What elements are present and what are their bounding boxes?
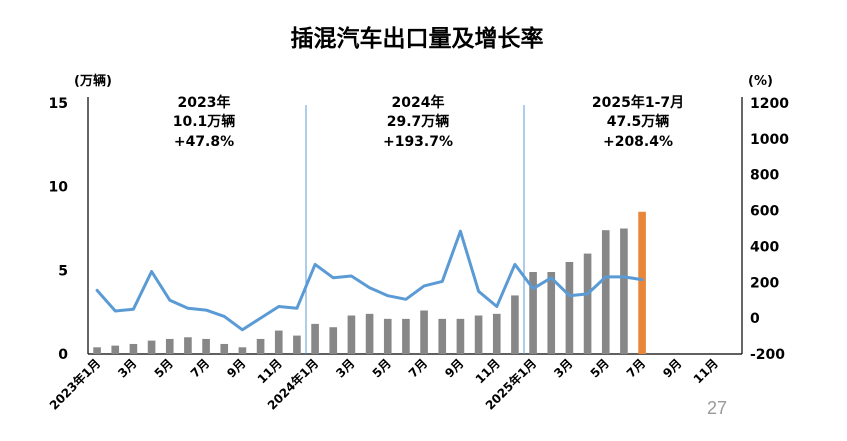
volume-bar <box>147 340 156 354</box>
annotation-year: 2025年1-7月 <box>592 94 684 111</box>
x-tick-label: 3月 <box>551 356 575 380</box>
x-tick-label: 7月 <box>188 356 212 380</box>
x-tick-label: 5月 <box>370 356 394 380</box>
left-tick-label: 0 <box>58 347 68 363</box>
volume-bar <box>547 272 556 354</box>
right-tick-label: 0 <box>750 311 760 327</box>
annotation-volume: 10.1万辆 <box>173 113 236 130</box>
chart-title: 插混汽车出口量及增长率 <box>291 25 544 52</box>
growth-rate-line <box>95 229 644 332</box>
volume-bar <box>583 253 592 354</box>
annotation-year: 2023年 <box>178 94 231 111</box>
volume-bar <box>420 310 428 354</box>
x-tick-label: 3月 <box>333 356 357 380</box>
volume-bar <box>184 337 192 354</box>
x-tick-label: 2023年1月 <box>46 356 103 413</box>
right-tick-label: 400 <box>750 239 779 255</box>
x-tick-label: 7月 <box>624 356 648 380</box>
volume-bar <box>256 338 265 354</box>
volume-bar <box>202 338 210 354</box>
annotation-volume: 29.7万辆 <box>387 113 450 130</box>
volume-bar <box>311 323 319 354</box>
x-tick-label: 7月 <box>406 356 430 380</box>
right-tick-label: 600 <box>750 204 779 220</box>
right-axis-unit: (%) <box>748 74 773 89</box>
annotation-growth: +193.7% <box>383 134 453 150</box>
volume-bar <box>511 295 519 354</box>
volume-bar <box>365 313 374 354</box>
annotation-growth: +208.4% <box>603 134 673 150</box>
annotation-year: 2024年 <box>392 94 445 111</box>
volume-bar <box>274 330 283 354</box>
left-tick-label: 5 <box>58 263 68 279</box>
x-tick-label: 11月 <box>255 356 285 386</box>
volume-bar <box>238 347 247 354</box>
annotation-growth: +47.8% <box>174 134 234 150</box>
volume-bar <box>438 318 447 354</box>
volume-bar <box>565 261 574 354</box>
right-tick-label: -200 <box>750 347 785 363</box>
volume-bar <box>293 335 301 354</box>
x-tick-label: 5月 <box>588 356 612 380</box>
x-tick-label: 3月 <box>115 356 139 380</box>
left-axis-unit: (万辆) <box>74 73 112 89</box>
volume-bar <box>129 343 138 354</box>
volume-bar <box>329 327 338 354</box>
volume-bar <box>165 338 174 354</box>
volume-bar <box>620 228 628 354</box>
x-tick-label: 5月 <box>152 356 176 380</box>
volume-bar <box>93 347 101 354</box>
annotation-volume: 47.5万辆 <box>607 113 670 130</box>
volume-bar <box>529 272 537 354</box>
left-tick-label: 15 <box>49 96 68 112</box>
x-tick-label: 9月 <box>442 356 466 380</box>
volume-bar <box>456 318 465 354</box>
page-number: 27 <box>707 398 727 418</box>
left-tick-label: 10 <box>49 180 69 196</box>
x-tick-label: 11月 <box>691 356 721 386</box>
x-tick-label: 9月 <box>660 356 684 380</box>
volume-bar <box>638 211 646 354</box>
volume-bar <box>601 230 610 354</box>
volume-bar <box>492 313 501 354</box>
plot-area: 0 5 10 15 -200 0 200 400 600 800 1000 1200 2023年1月 3月… <box>46 94 789 413</box>
volume-bar <box>383 318 392 354</box>
right-tick-label: 1000 <box>750 132 789 148</box>
volume-bar <box>474 315 483 354</box>
right-tick-label: 200 <box>750 275 779 291</box>
volume-bar <box>347 315 356 354</box>
x-tick-label: 9月 <box>224 356 248 380</box>
right-tick-label: 1200 <box>750 96 789 112</box>
right-tick-label: 800 <box>750 168 779 184</box>
volume-bar <box>111 345 120 354</box>
volume-bar <box>220 343 229 354</box>
x-tick-label: 11月 <box>473 356 503 386</box>
volume-bar <box>402 318 410 354</box>
